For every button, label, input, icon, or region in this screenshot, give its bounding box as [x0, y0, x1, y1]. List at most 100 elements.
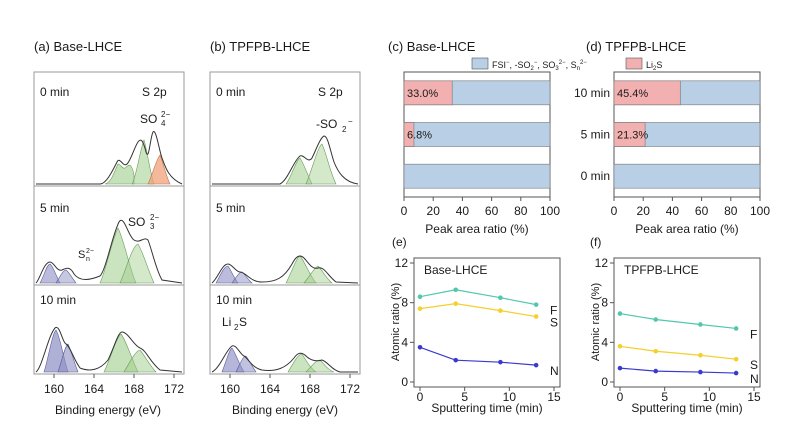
y-tick-label: 12 — [395, 256, 409, 270]
panel-b-time-10: 10 min — [216, 293, 252, 307]
panel-c-x-ticks: 0 20 40 60 80 100 — [401, 197, 560, 218]
legend-swatch-blue — [471, 57, 489, 70]
component-peak-orange — [147, 154, 171, 185]
component-peak-green — [123, 349, 157, 373]
x-tick-label: 172 — [164, 382, 184, 396]
x-tick-label: 160 — [220, 382, 240, 396]
panel-c-xlabel: Peak area ratio (%) — [425, 222, 528, 236]
panel-b: (b) TPFPB-LHCE 0 min S 2p 5 min 10 min -… — [209, 39, 361, 417]
x-tick-label: 20 — [427, 204, 441, 218]
legend-sup: 2− — [559, 60, 566, 66]
series-label-S: S — [550, 316, 558, 330]
bar-li2s-segment — [403, 122, 415, 147]
x-tick-label: 15 — [747, 390, 761, 404]
panel-f-inset-label: TPFPB-LHCE — [624, 263, 699, 277]
panel-b-xlabel: Binding energy (eV) — [232, 403, 338, 417]
annot-text: S — [239, 315, 247, 329]
bar-value-label: 21.3% — [617, 130, 648, 142]
component-peak-green — [305, 143, 337, 185]
legend-sub: 2 — [531, 66, 535, 72]
x-tick-label: 164 — [260, 382, 280, 396]
data-point-N — [453, 357, 459, 363]
panel-e-plot-frame — [413, 257, 561, 388]
x-tick-label: 15 — [547, 390, 561, 404]
legend-sup: − — [534, 60, 538, 66]
legend-text: , S — [566, 60, 577, 70]
series-label-N: N — [550, 364, 559, 378]
x-tick-label: 172 — [340, 382, 360, 396]
panel-f-xlabel: Sputtering time (min) — [631, 401, 742, 415]
bar-blue-segment — [403, 163, 551, 189]
data-point-S — [653, 348, 659, 354]
legend-sub: 2 — [653, 66, 657, 72]
panel-f-label: (f) — [590, 235, 601, 249]
component-peak-green — [119, 243, 155, 284]
component-peak-green — [99, 227, 137, 284]
envelope-curve — [35, 326, 183, 373]
panel-b-frame — [209, 71, 361, 375]
data-point-F — [733, 326, 739, 331]
data-point-N — [498, 359, 503, 365]
y-tick-label: 8 — [401, 296, 408, 310]
x-tick-label: 100 — [750, 204, 770, 218]
annot-sub: 3 — [150, 222, 155, 231]
component-peak-purple — [235, 355, 257, 373]
panel-c-legend: FSI−, -SO2−, SO32−, Sn2− Li2S — [471, 57, 662, 72]
data-point-S — [417, 306, 423, 311]
x-tick-label: 168 — [300, 382, 320, 396]
panel-e-series: FS N — [417, 287, 559, 378]
x-tick-label: 10 — [503, 390, 517, 404]
panel-b-x-ticks: 160 164 168 172 — [220, 374, 360, 396]
annot-text: SO — [128, 215, 145, 229]
data-point-F — [453, 287, 459, 293]
panel-a-annotation-so3: SO 2− 3 — [128, 213, 159, 231]
series-line-S — [619, 345, 737, 360]
svg-text:Li2S: Li2S — [646, 60, 662, 72]
panel-e-ticks: 0 5 10 15 0 4 8 12 — [395, 256, 561, 404]
panel-a-annotation-sn: S 2− n — [78, 248, 94, 263]
bar-li2s-segment — [403, 80, 453, 106]
envelope-curve — [36, 131, 183, 185]
annot-sub: n — [86, 256, 90, 263]
legend-sup: − — [506, 60, 510, 66]
series-line-F — [619, 312, 737, 330]
annot-text: S — [78, 249, 85, 261]
panel-d-xlabel: Peak area ratio (%) — [635, 222, 738, 236]
data-point-N — [733, 370, 739, 376]
series-label-F: F — [750, 327, 757, 341]
panel-e-xlabel: Sputtering time (min) — [431, 401, 542, 415]
series-line-N — [619, 367, 737, 374]
panel-a-time-10: 10 min — [40, 293, 76, 307]
panel-b-time-0: 0 min — [216, 85, 245, 99]
component-peak-green — [305, 359, 335, 373]
data-point-S — [733, 356, 739, 362]
bar-blue-segment — [613, 163, 761, 189]
panel-e: (e) Base-LHCE Atomic ratio (%) Sputterin… — [390, 235, 561, 415]
spectrum-b-0min — [212, 135, 359, 185]
legend-text: , SO — [537, 60, 555, 70]
panel-e-ylabel: Atomic ratio (%) — [390, 283, 402, 361]
y-tick-label: 4 — [401, 335, 408, 349]
data-point-N — [533, 362, 539, 368]
x-tick-label: 5 — [461, 390, 468, 404]
envelope-curve — [211, 255, 359, 284]
legend-text: FSI — [492, 60, 506, 70]
annot-sup: − — [348, 117, 353, 126]
series-line-N — [419, 346, 537, 366]
x-tick-label: 40 — [456, 204, 470, 218]
spectrum-a-0min — [36, 131, 183, 185]
data-point-F — [533, 302, 539, 307]
data-point-F — [617, 311, 623, 316]
svg-text:SO: SO — [140, 112, 157, 126]
panel-a-x-ticks: 160 164 168 172 — [44, 374, 184, 396]
x-tick-label: 164 — [84, 382, 104, 396]
legend-text: Li — [646, 60, 653, 70]
component-peak-green — [285, 157, 313, 185]
data-point-N — [653, 368, 659, 374]
svg-text:FSI−, -SO2−, SO32−, Sn2−: FSI−, -SO2−, SO32−, Sn2− — [492, 60, 587, 72]
category-label: 0 min — [581, 169, 610, 183]
panel-d-x-ticks: 0 20 40 60 80 100 — [611, 197, 770, 218]
panel-e-label: (e) — [392, 235, 407, 249]
data-point-F — [498, 295, 503, 301]
data-point-F — [653, 317, 659, 322]
